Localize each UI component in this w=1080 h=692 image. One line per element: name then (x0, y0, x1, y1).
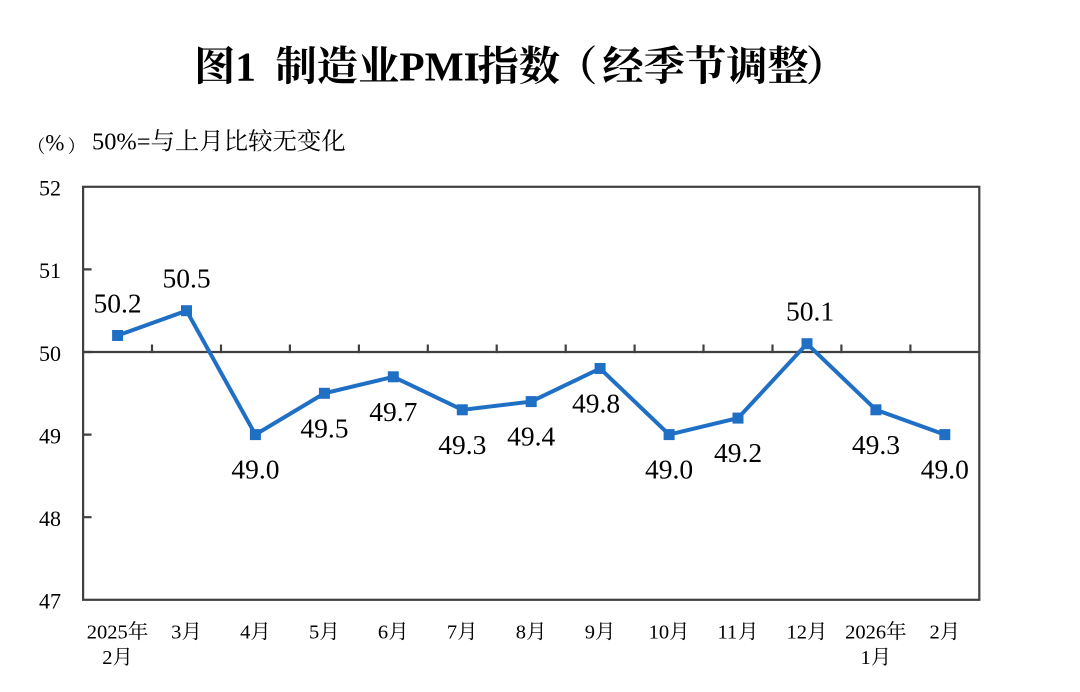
svg-text:2: 2 (102, 647, 112, 669)
svg-text:49: 49 (39, 423, 61, 448)
svg-text:8: 8 (516, 622, 526, 644)
svg-text:7: 7 (447, 622, 457, 644)
svg-text:50.1: 50.1 (786, 296, 834, 327)
svg-text:49.0: 49.0 (645, 454, 693, 485)
svg-text:48: 48 (39, 506, 61, 531)
svg-text:50: 50 (39, 341, 61, 366)
svg-text:10: 10 (649, 622, 670, 644)
svg-text:50%=: 50%= (92, 129, 150, 156)
svg-text:12: 12 (787, 622, 808, 644)
svg-text:6: 6 (378, 622, 388, 644)
svg-text:PMI: PMI (399, 44, 479, 90)
svg-text:4: 4 (240, 622, 250, 644)
svg-text:49.0: 49.0 (231, 454, 279, 485)
svg-text:49.0: 49.0 (921, 454, 969, 485)
svg-text:50.5: 50.5 (162, 263, 210, 294)
svg-text:5: 5 (309, 622, 319, 644)
svg-text:47: 47 (39, 589, 61, 614)
svg-text:49.3: 49.3 (852, 429, 900, 460)
svg-text:1: 1 (861, 647, 871, 669)
svg-text:49.7: 49.7 (369, 396, 417, 427)
svg-text:52: 52 (39, 176, 61, 201)
svg-text:2: 2 (930, 622, 940, 644)
svg-text:49.4: 49.4 (507, 421, 555, 452)
svg-text:49.8: 49.8 (572, 388, 620, 419)
svg-text:%: % (45, 131, 64, 156)
svg-text:49.5: 49.5 (300, 412, 348, 443)
svg-text:49.3: 49.3 (438, 429, 486, 460)
svg-text:50.2: 50.2 (94, 288, 142, 319)
svg-text:9: 9 (585, 622, 595, 644)
svg-text:11: 11 (718, 622, 738, 644)
svg-text:49.2: 49.2 (714, 437, 762, 468)
svg-text:3: 3 (171, 622, 181, 644)
svg-text:1: 1 (235, 44, 256, 90)
svg-text:2026: 2026 (845, 622, 886, 644)
svg-text:2025: 2025 (87, 622, 128, 644)
svg-text:51: 51 (39, 258, 61, 283)
